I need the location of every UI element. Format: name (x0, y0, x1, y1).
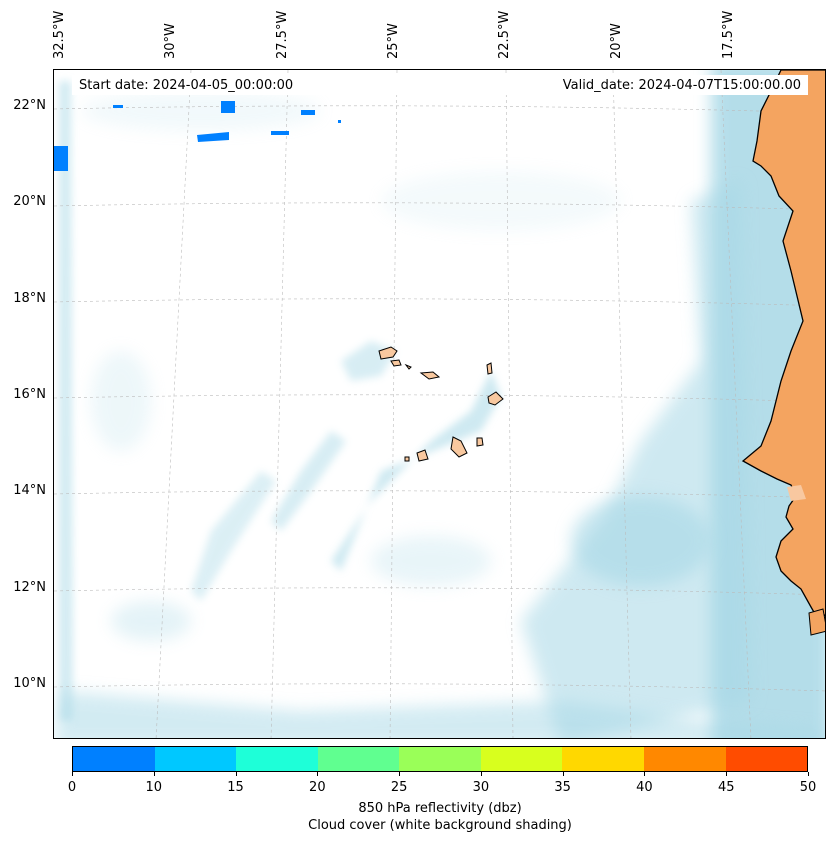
colorbar-tick (808, 772, 809, 776)
colorbar-tick-label: 30 (472, 780, 490, 795)
colorbar-segment (399, 747, 481, 771)
colorbar-segment (562, 747, 644, 771)
lon-label-32-5w: 32.5°W (52, 10, 67, 59)
valid-date-text: Valid_date: 2024-04-07T15:00:00.00 (562, 78, 801, 93)
colorbar-segment (317, 747, 400, 771)
lat-label-10n: 10°N (13, 676, 46, 691)
colorbar-tick-label: 40 (636, 780, 653, 795)
colorbar-tick (644, 772, 646, 776)
map-panel[interactable] (53, 69, 826, 739)
date-info-box: Start date: 2024-04-05_00:00:00 Valid_da… (72, 75, 808, 95)
colorbar-tick-label: 20 (309, 780, 326, 795)
colorbar-tick (399, 772, 401, 776)
lon-label-22-5w: 22.5°W (497, 10, 512, 59)
cape-verde-islands (378, 346, 504, 462)
lat-label-20n: 20°N (13, 194, 46, 209)
africa-coast (741, 70, 825, 636)
lat-label-16n: 16°N (13, 387, 46, 402)
colorbar-tick-label: 10 (145, 780, 163, 795)
colorbar-tick-label: 15 (227, 780, 244, 795)
lon-label-30w: 30°W (163, 23, 178, 59)
lat-label-18n: 18°N (13, 291, 46, 306)
colorbar-segment (236, 747, 318, 771)
colorbar-sublabel: Cloud cover (white background shading) (308, 818, 572, 833)
colorbar-segment (480, 747, 563, 771)
colorbar-segment (725, 747, 808, 771)
colorbar-tick-label: 25 (390, 780, 408, 795)
start-date-text: Start date: 2024-04-05_00:00:00 (79, 78, 294, 93)
colorbar-tick (317, 772, 319, 776)
reflectivity-colorbar (72, 746, 808, 772)
colorbar-tick (726, 772, 728, 776)
colorbar-label: 850 hPa reflectivity (dbz) (358, 801, 522, 816)
colorbar-tick (72, 772, 73, 776)
colorbar-tick-label: 35 (554, 780, 571, 795)
colorbar-segment (154, 747, 237, 771)
lat-label-22n: 22°N (13, 98, 46, 113)
lat-label-14n: 14°N (13, 483, 46, 498)
lon-label-17-5w: 17.5°W (721, 10, 736, 59)
reflectivity-areas (54, 101, 341, 171)
lon-label-20w: 20°W (609, 23, 624, 59)
colorbar-segment (73, 747, 155, 771)
colorbar-tick (153, 772, 155, 776)
lon-label-27-5w: 27.5°W (275, 10, 290, 59)
colorbar-segment (643, 747, 726, 771)
lat-label-12n: 12°N (13, 580, 46, 595)
map-canvas (54, 70, 825, 738)
graticule (54, 70, 825, 738)
colorbar-tick-label: 0 (67, 780, 77, 795)
colorbar-tick (235, 772, 237, 776)
colorbar-tick (480, 772, 482, 776)
colorbar-tick-label: 50 (799, 780, 817, 795)
colorbar-tick (562, 772, 564, 776)
lon-label-25w: 25°W (386, 23, 401, 59)
cloud-cover-shading (55, 70, 825, 738)
colorbar-tick-label: 45 (717, 780, 735, 795)
